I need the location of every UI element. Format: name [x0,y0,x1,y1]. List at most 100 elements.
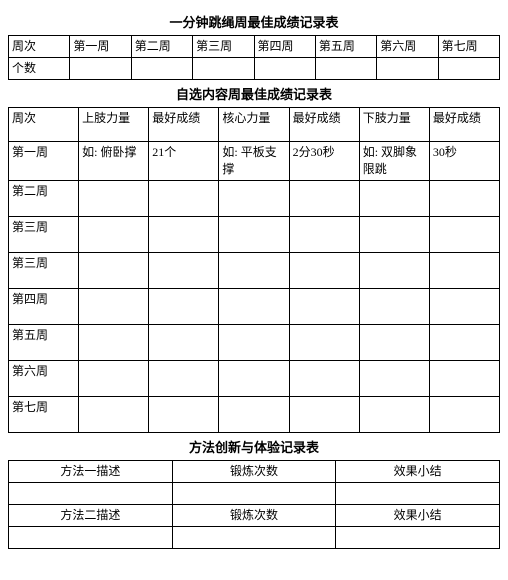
cell [429,216,499,252]
cell [289,324,359,360]
cell [254,58,315,80]
cell [79,252,149,288]
table-row: 第七周 [9,396,500,432]
cell [219,396,289,432]
table2-title: 自选内容周最佳成绩记录表 [8,84,500,103]
cell [70,58,131,80]
col-header: 方法二描述 [9,504,173,526]
cell [359,180,429,216]
col-header: 第三周 [193,36,254,58]
cell [219,360,289,396]
week-label: 第四周 [9,288,79,324]
cell [149,180,219,216]
cell: 如: 双脚象限跳 [359,142,429,181]
cell [315,58,376,80]
col-header: 最好成绩 [289,108,359,142]
col-header: 第二周 [131,36,192,58]
table-row: 周次 上肢力量 最好成绩 核心力量 最好成绩 下肢力量 最好成绩 [9,108,500,142]
week-label: 第三周 [9,216,79,252]
cell [289,180,359,216]
cell [149,288,219,324]
table-row: 第三周 [9,216,500,252]
cell [219,180,289,216]
table-row [9,526,500,548]
cell: 30秒 [429,142,499,181]
cell [149,252,219,288]
cell [336,482,500,504]
cell [172,482,336,504]
cell [438,58,499,80]
cell [429,252,499,288]
cell [79,360,149,396]
table-row: 周次 第一周 第二周 第三周 第四周 第五周 第六周 第七周 [9,36,500,58]
cell [429,396,499,432]
week-label: 第三周 [9,252,79,288]
cell [219,252,289,288]
col-header: 第六周 [377,36,438,58]
col-header: 效果小结 [336,460,500,482]
cell [149,216,219,252]
cell: 2分30秒 [289,142,359,181]
week-label: 第六周 [9,360,79,396]
cell: 如: 平板支撑 [219,142,289,181]
cell [377,58,438,80]
table-row [9,482,500,504]
cell [219,288,289,324]
cell [429,180,499,216]
cell [79,396,149,432]
cell [289,216,359,252]
col-header: 效果小结 [336,504,500,526]
table3-title: 方法创新与体验记录表 [8,437,500,456]
cell [219,216,289,252]
col-header: 第一周 [70,36,131,58]
cell [359,396,429,432]
row-header: 个数 [9,58,70,80]
table1-title: 一分钟跳绳周最佳成绩记录表 [8,12,500,31]
cell [79,180,149,216]
cell [79,324,149,360]
table-row: 第四周 [9,288,500,324]
cell [359,252,429,288]
cell [79,288,149,324]
table-row: 个数 [9,58,500,80]
cell [149,324,219,360]
col-header: 第五周 [315,36,376,58]
jump-rope-table: 周次 第一周 第二周 第三周 第四周 第五周 第六周 第七周 个数 [8,35,500,80]
cell [9,526,173,548]
cell [289,396,359,432]
custom-content-table: 周次 上肢力量 最好成绩 核心力量 最好成绩 下肢力量 最好成绩 第一周 如: … [8,107,500,433]
col-header: 锻炼次数 [172,504,336,526]
cell [9,482,173,504]
table-row: 方法二描述 锻炼次数 效果小结 [9,504,500,526]
table-row: 方法一描述 锻炼次数 效果小结 [9,460,500,482]
table-row: 第一周 如: 俯卧撑 21个 如: 平板支撑 2分30秒 如: 双脚象限跳 30… [9,142,500,181]
cell [359,216,429,252]
table-row: 第六周 [9,360,500,396]
week-label: 第七周 [9,396,79,432]
col-header: 第七周 [438,36,499,58]
col-header: 核心力量 [219,108,289,142]
cell [149,396,219,432]
cell: 21个 [149,142,219,181]
cell [149,360,219,396]
col-header: 方法一描述 [9,460,173,482]
col-header: 锻炼次数 [172,460,336,482]
week-label: 第五周 [9,324,79,360]
cell [359,324,429,360]
cell [172,526,336,548]
cell [429,324,499,360]
col-header: 第四周 [254,36,315,58]
cell [289,360,359,396]
cell [289,288,359,324]
cell [79,216,149,252]
cell: 如: 俯卧撑 [79,142,149,181]
table-row: 第五周 [9,324,500,360]
table-row: 第三周 [9,252,500,288]
col-header: 最好成绩 [149,108,219,142]
cell [429,288,499,324]
cell [131,58,192,80]
cell [429,360,499,396]
col-header: 下肢力量 [359,108,429,142]
col-header: 上肢力量 [79,108,149,142]
table-row: 第二周 [9,180,500,216]
